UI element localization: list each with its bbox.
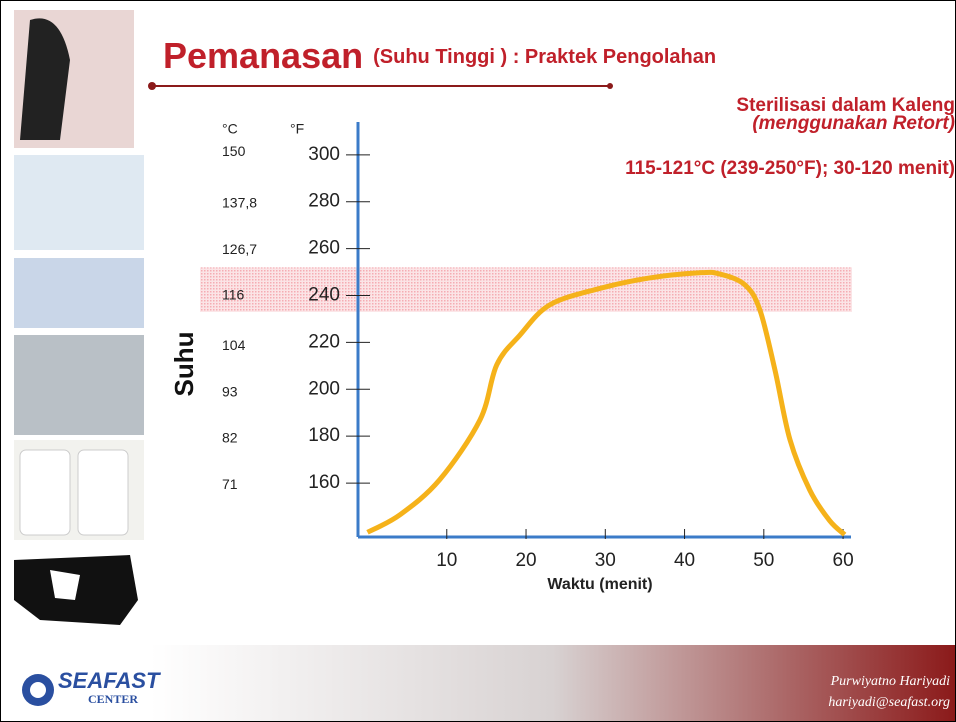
y-axis-title: Suhu: [169, 332, 199, 397]
y2-tick-label: 93: [222, 383, 238, 399]
target-band: [200, 267, 852, 312]
condition: 115-121°C (239-250°F); 30-120 menit): [625, 158, 955, 179]
side-images: [14, 10, 144, 625]
y-tick-label: 220: [308, 331, 340, 352]
x-tick-label: 60: [833, 550, 854, 571]
y-tick-label: 280: [308, 191, 340, 212]
y-tick-label: 240: [308, 285, 340, 306]
y2-tick-label: 137,8: [222, 194, 257, 210]
y-tick-label: 260: [308, 238, 340, 259]
x-tick-label: 40: [674, 550, 695, 571]
y-tick-label: 180: [308, 425, 340, 446]
slide: SEAFAST CENTER Purwiyatno Hariyadi hariy…: [0, 0, 956, 722]
x-tick-label: 30: [595, 550, 616, 571]
y2-tick-label: 71: [222, 476, 238, 492]
logo-top: SEAFAST: [58, 668, 161, 693]
y2-tick-label: 82: [222, 430, 238, 446]
x-axis-title: Waktu (menit): [547, 576, 652, 593]
subtitle-2: (menggunakan Retort): [752, 113, 955, 134]
y-tick-label: 300: [308, 144, 340, 165]
x-tick-label: 50: [753, 550, 774, 571]
y2-tick-label: 150: [222, 143, 246, 159]
y-tick-label: 160: [308, 472, 340, 493]
y2-tick-label: 104: [222, 337, 246, 353]
y2-tick-label: 126,7: [222, 241, 257, 257]
y-tick-label: 200: [308, 378, 340, 399]
page: {"slide": { "title_main": "Pemanasan", "…: [0, 0, 956, 722]
author: Purwiyatno Hariyadi: [830, 674, 950, 689]
x-tick-label: 10: [436, 550, 457, 571]
x-tick-label: 20: [515, 550, 536, 571]
y2-tick-label: 116: [222, 286, 245, 302]
y-unit: °F: [290, 121, 304, 137]
title-rest: (Suhu Tinggi ) : Praktek Pengolahan: [373, 46, 716, 68]
title-main: Pemanasan: [163, 35, 363, 76]
logo-bottom: CENTER: [88, 692, 138, 706]
underline-dot: [607, 83, 613, 89]
y2-unit: °C: [222, 121, 238, 137]
underline-dot: [148, 82, 156, 90]
email: hariyadi@seafast.org: [828, 695, 950, 710]
